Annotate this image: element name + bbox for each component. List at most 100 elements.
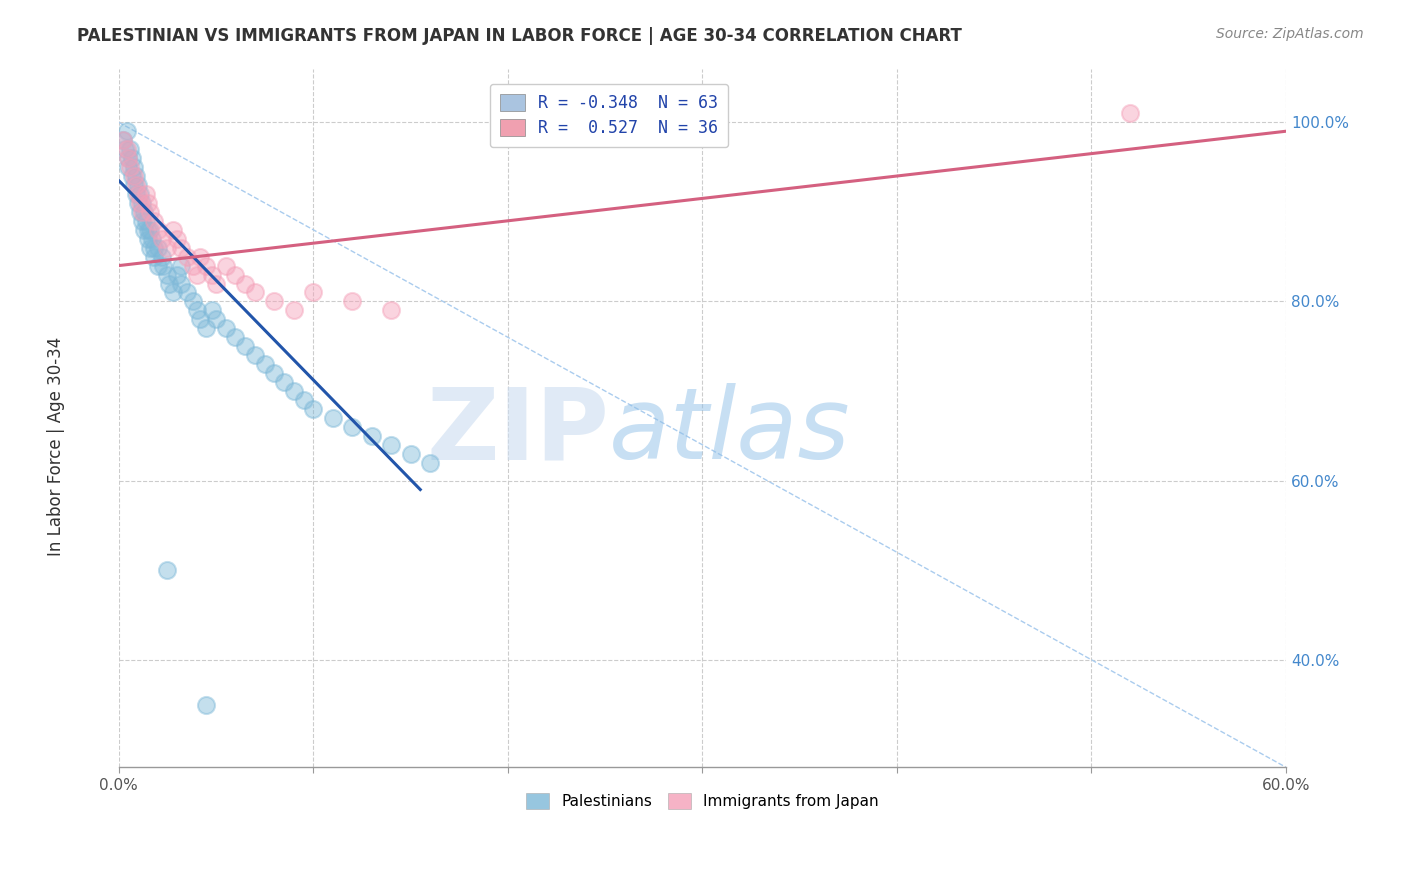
Point [224,268,246,282]
Point [1119,106,1142,120]
Point [233,277,256,291]
Point [243,285,266,300]
Point [205,277,228,291]
Point [399,447,422,461]
Point [283,303,305,318]
Point [215,259,238,273]
Point [156,563,179,577]
Point [129,186,152,201]
Point [195,698,218,712]
Point [263,366,285,380]
Text: In Labor Force | Age 30-34: In Labor Force | Age 30-34 [48,336,65,556]
Point [124,178,146,192]
Point [170,259,193,273]
Point [131,214,153,228]
Point [111,133,134,147]
Point [135,186,157,201]
Point [136,195,159,210]
Point [215,321,238,335]
Point [124,169,146,183]
Point [322,410,344,425]
Point [224,330,246,344]
Point [115,124,138,138]
Point [124,160,146,174]
Legend: Palestinians, Immigrants from Japan: Palestinians, Immigrants from Japan [520,788,884,815]
Point [292,392,315,407]
Point [131,204,153,219]
Point [201,303,224,318]
Point [157,277,180,291]
Point [419,456,441,470]
Point [190,250,212,264]
Point [152,259,174,273]
Point [176,285,198,300]
Point [146,223,169,237]
Point [150,232,173,246]
Point [127,178,149,192]
Point [127,186,149,201]
Text: ZIP: ZIP [426,384,609,481]
Point [120,160,142,174]
Point [273,375,295,389]
Text: atlas: atlas [609,384,851,481]
Point [233,339,256,353]
Point [201,268,224,282]
Point [114,142,136,156]
Point [117,151,139,165]
Point [170,241,193,255]
Point [253,357,276,371]
Point [111,133,134,147]
Point [340,420,363,434]
Point [166,232,188,246]
Point [166,268,188,282]
Point [302,285,325,300]
Point [136,232,159,246]
Point [125,186,148,201]
Point [170,277,193,291]
Point [156,241,179,255]
Point [243,348,266,362]
Point [142,250,165,264]
Point [139,241,162,255]
Point [176,250,198,264]
Point [302,401,325,416]
Point [283,384,305,398]
Point [195,321,218,335]
Point [142,241,165,255]
Point [195,259,218,273]
Text: PALESTINIAN VS IMMIGRANTS FROM JAPAN IN LABOR FORCE | AGE 30-34 CORRELATION CHAR: PALESTINIAN VS IMMIGRANTS FROM JAPAN IN … [77,27,962,45]
Point [131,195,153,210]
Point [340,294,363,309]
Point [121,151,143,165]
Point [380,303,402,318]
Point [162,285,184,300]
Point [117,151,139,165]
Point [125,169,148,183]
Point [181,294,204,309]
Point [263,294,285,309]
Point [150,250,173,264]
Point [125,178,148,192]
Point [142,214,165,228]
Point [115,142,138,156]
Point [146,259,169,273]
Point [146,241,169,255]
Point [141,232,163,246]
Point [380,438,402,452]
Point [156,268,179,282]
Point [136,223,159,237]
Point [139,223,162,237]
Point [127,195,149,210]
Point [120,142,142,156]
Point [132,204,155,219]
Point [132,223,155,237]
Point [162,223,184,237]
Text: Source: ZipAtlas.com: Source: ZipAtlas.com [1216,27,1364,41]
Point [135,214,157,228]
Point [186,303,208,318]
Point [360,429,382,443]
Point [190,312,212,326]
Point [117,160,139,174]
Point [205,312,228,326]
Point [121,169,143,183]
